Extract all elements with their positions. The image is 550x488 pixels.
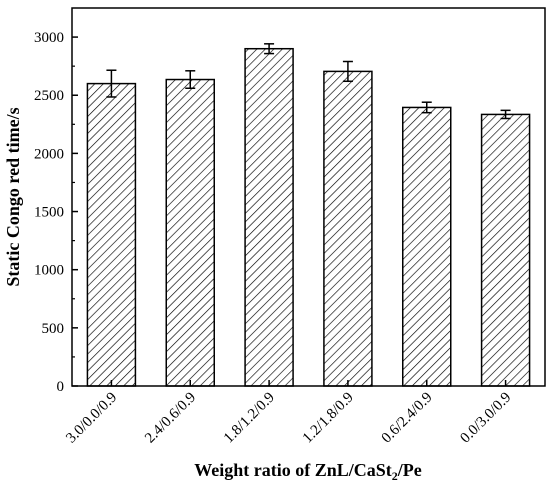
x-tick-label: 3.0/0.0/0.9 [63, 390, 120, 447]
y-tick-label: 1500 [34, 205, 64, 221]
y-axis-title: Static Congo red time/s [3, 107, 23, 286]
y-tick-label: 0 [57, 379, 65, 395]
bar [480, 113, 531, 387]
y-tick-label: 2500 [34, 88, 64, 104]
x-axis-title-subscript: 2 [392, 469, 398, 483]
plot-frame [71, 7, 546, 387]
y-tick-label: 1000 [34, 263, 64, 279]
y-tick-label: 2000 [34, 146, 64, 162]
bar [323, 70, 373, 387]
bar [402, 106, 452, 387]
error-bar [342, 60, 353, 83]
error-bar [106, 69, 117, 98]
x-tick-label: 0.6/2.4/0.9 [379, 390, 436, 447]
bar [244, 47, 294, 387]
bar [165, 78, 215, 387]
x-tick-label: 0.0/3.0/0.9 [457, 390, 514, 447]
error-bar [500, 109, 511, 120]
y-tick-label: 3000 [34, 30, 64, 46]
x-tick-label: 1.8/1.2/0.9 [221, 390, 278, 447]
x-axis-title-main: Weight ratio of ZnL/CaSt [194, 460, 392, 480]
x-axis-title: Weight ratio of ZnL/CaSt2/Pe [194, 460, 422, 483]
x-axis-title-tail: /Pe [397, 460, 422, 480]
y-tick-label: 500 [42, 321, 65, 337]
error-bar [185, 70, 196, 90]
error-bar [264, 43, 275, 55]
error-bar [421, 101, 432, 114]
bar [86, 82, 137, 387]
x-tick-label: 2.4/0.6/0.9 [142, 390, 199, 447]
x-tick-label: 1.2/1.8/0.9 [300, 390, 357, 447]
